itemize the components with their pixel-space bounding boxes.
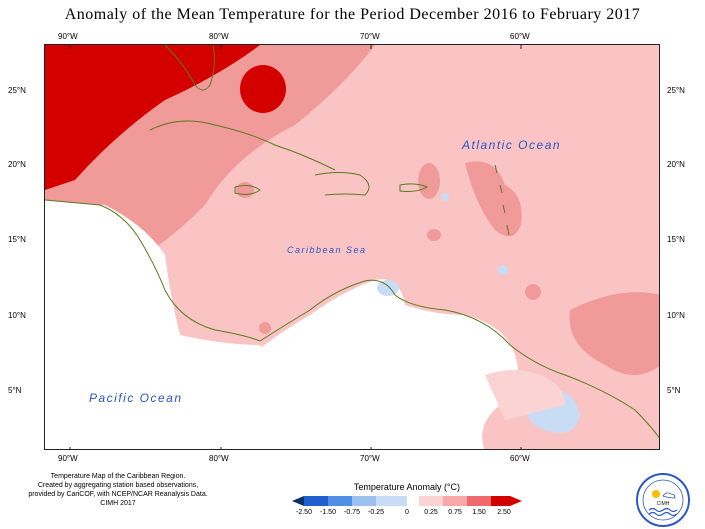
anomaly-zone-windward-cool (498, 265, 508, 275)
central-america-pacific-area (45, 200, 267, 449)
color-legend: Temperature Anomaly (°C) -2.50 -1.50 -0.… (292, 482, 522, 522)
lat-tick-right-15n: 15°N (667, 235, 685, 244)
legend-swatch-1 (304, 496, 328, 506)
anomaly-blob-small (427, 229, 441, 241)
lon-tick-top-60w: 60°W (510, 32, 530, 41)
lat-tick-left-5n: 5°N (8, 386, 22, 395)
lat-tick-right-20n: 20°N (667, 160, 685, 169)
frame-ticks (69, 45, 522, 449)
sun-icon (652, 490, 660, 498)
coastlines (45, 45, 659, 439)
coast-puerto-rico (399, 183, 429, 192)
lon-tick-bottom-80w: 80°W (209, 454, 229, 463)
credit-line-2: Created by aggregating station based obs… (37, 482, 199, 489)
label-caribbean-sea: Caribbean Sea (287, 245, 367, 255)
lat-tick-right-5n: 5°N (667, 386, 681, 395)
lon-tick-top-80w: 80°W (209, 32, 229, 41)
lat-tick-right-10n: 10°N (667, 311, 685, 320)
map-canvas (45, 45, 659, 449)
lon-tick-bottom-90w: 90°W (58, 454, 78, 463)
credit-line-1: Temperature Map of the Caribbean Region. (50, 473, 186, 480)
label-pacific-ocean: Pacific Ocean (89, 391, 183, 405)
legend-swatch-7 (443, 496, 467, 506)
lat-tick-left-20n: 20°N (8, 160, 26, 169)
legend-swatch-6 (419, 496, 443, 506)
legend-swatch-2 (328, 496, 352, 506)
south-america-land-area (205, 279, 518, 449)
anomaly-map (44, 44, 660, 450)
lat-tick-left-15n: 15°N (8, 235, 26, 244)
lat-tick-right-25n: 25°N (667, 86, 685, 95)
legend-label-m250: -2.50 (296, 509, 312, 516)
anomaly-blob-windward (525, 284, 541, 300)
map-title: Anomaly of the Mean Temperature for the … (64, 6, 641, 23)
cimh-logo: CIMH (636, 473, 690, 527)
credit-line-3: provided by CariCOF, with NCEP/NCAR Rean… (28, 491, 208, 498)
anomaly-zone-maracaibo-cool (377, 280, 399, 296)
legend-swatch-8 (467, 496, 491, 506)
credit-line-4: CIMH 2017 (100, 500, 136, 507)
legend-color-bar (292, 496, 522, 506)
coast-central-america (45, 199, 261, 342)
map-credits: Temperature Map of the Caribbean Region.… (8, 472, 228, 508)
legend-swatch-9 (491, 496, 510, 506)
coast-hispaniola (314, 172, 370, 196)
coast-cuba (149, 120, 336, 171)
legend-label-p025: 0.25 (424, 509, 438, 516)
anomaly-blob-bahamas (240, 65, 286, 113)
lat-tick-left-10n: 10°N (8, 311, 26, 320)
anomaly-blob-jamaica (236, 182, 254, 198)
anomaly-zone-guadeloupe-cool (441, 193, 449, 201)
legend-swatch-3 (352, 496, 376, 506)
legend-swatch-0 (292, 496, 304, 506)
legend-label-m150: -1.50 (320, 509, 336, 516)
legend-label-m075: -0.75 (344, 509, 360, 516)
lat-tick-left-25n: 25°N (8, 86, 26, 95)
cloud-icon (662, 492, 676, 499)
anomaly-blob-puerto-rico (418, 163, 440, 199)
coast-florida (164, 45, 215, 91)
legend-label-p250: 2.50 (497, 509, 511, 516)
label-atlantic-ocean: Atlantic Ocean (462, 138, 562, 152)
anomaly-blob-leeward (465, 161, 522, 237)
wave-icon-2 (648, 511, 678, 517)
anomaly-zone-atlantic-east (569, 292, 659, 375)
logo-text: CIMH (657, 501, 670, 507)
legend-label-m025: -0.25 (368, 509, 384, 516)
lon-tick-bottom-60w: 60°W (510, 454, 530, 463)
wave-icon (648, 507, 678, 513)
coast-south-america (259, 279, 659, 439)
anomaly-zone-gulf (45, 45, 260, 190)
legend-label-0: 0 (405, 509, 409, 516)
lon-tick-top-90w: 90°W (58, 32, 78, 41)
legend-title: Temperature Anomaly (°C) (353, 482, 461, 492)
anomaly-blob-panama (259, 322, 271, 334)
anomaly-zone-venezuela-light (485, 370, 565, 420)
legend-label-p150: 1.50 (472, 509, 486, 516)
coast-jamaica (234, 185, 261, 195)
legend-swatch-4 (376, 496, 407, 506)
lon-tick-bottom-70w: 70°W (360, 454, 380, 463)
coast-lesser-antilles (494, 164, 510, 236)
legend-swatch-5 (407, 496, 419, 506)
legend-swatch-10 (510, 496, 522, 506)
legend-label-p075: 0.75 (448, 509, 462, 516)
lon-tick-top-70w: 70°W (360, 32, 380, 41)
